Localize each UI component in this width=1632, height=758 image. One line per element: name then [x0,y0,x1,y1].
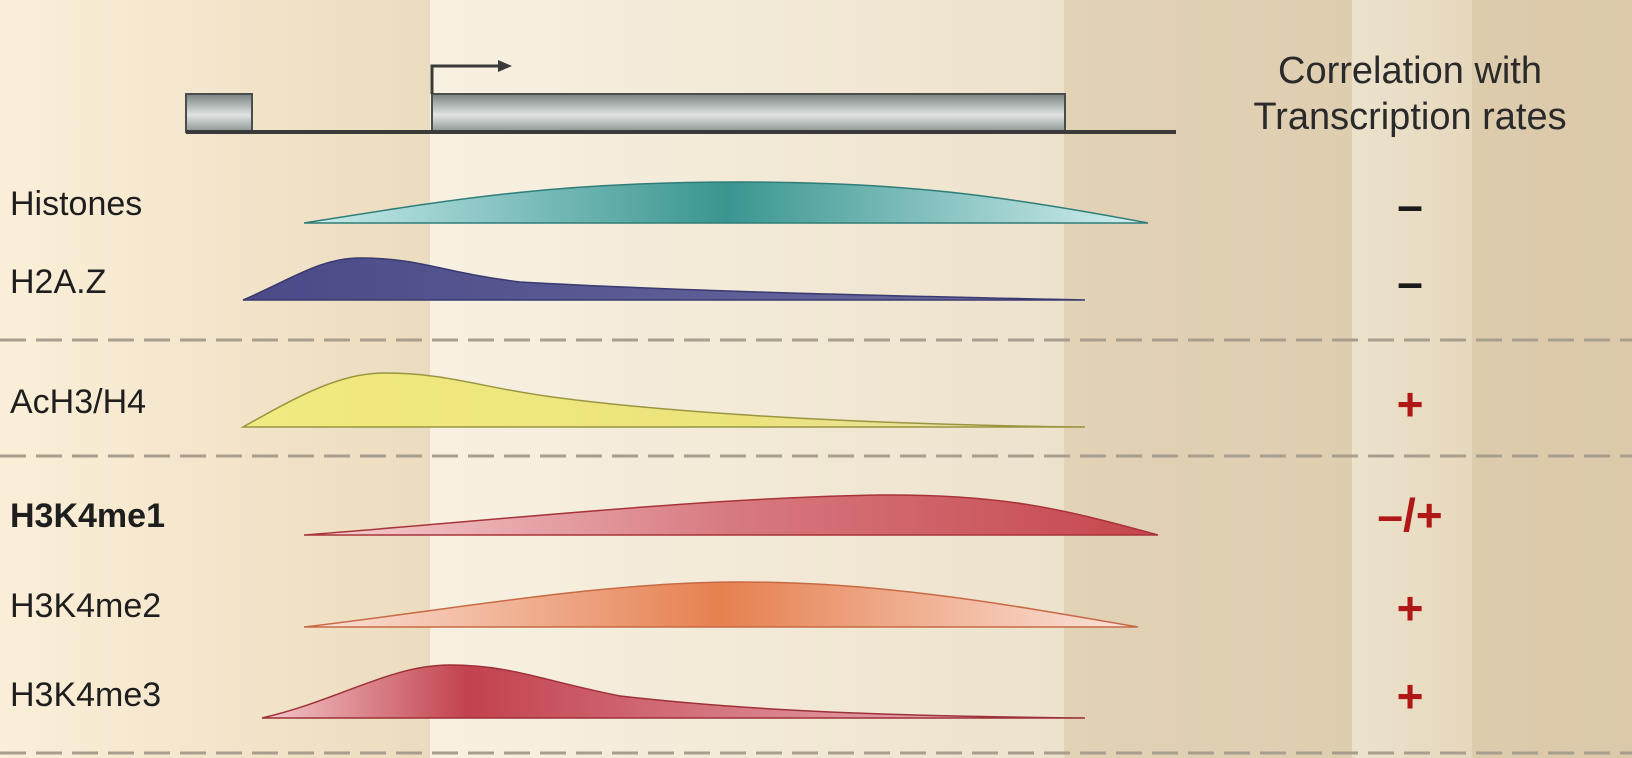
row-label-ach3h4: AcH3/H4 [10,383,146,421]
row-label-h3k4me3: H3K4me3 [10,676,161,714]
background-right-panel [1064,0,1632,758]
tss-arrow-icon [430,64,500,94]
row-label-h3k4me2: H3K4me2 [10,587,161,625]
row-label-histones: Histones [10,185,142,223]
profile-h3k4me1 [303,494,1159,536]
correlation-header-line2: Transcription rates [1253,96,1566,138]
row-label-h2az: H2A.Z [10,263,106,301]
row-histones: Histones – [10,179,1423,231]
upstream-exon [185,93,253,133]
sign-histones: – [1397,179,1423,231]
row-h3k4me3: H3K4me3 + [10,664,1424,722]
row-h3k4me2: H3K4me2 + [10,581,1424,634]
gene-model [185,60,1176,134]
profile-ach3h4 [240,372,1086,428]
row-label-h3k4me1: H3K4me1 [10,497,165,535]
gene-body-exon [431,93,1066,133]
correlation-header-line1: Correlation with [1278,50,1542,92]
profile-h3k4me2 [303,581,1139,628]
sign-h2az: – [1397,256,1423,308]
profile-h2az [242,257,1086,301]
row-h3k4me1: H3K4me1 –/+ [10,489,1443,541]
sign-h3k4me1: –/+ [1377,489,1442,541]
sign-h3k4me3: + [1397,670,1424,722]
row-ach3h4: AcH3/H4 + [10,372,1424,430]
profile-histones [303,181,1149,224]
row-h2az: H2A.Z – [10,256,1423,308]
sign-ach3h4: + [1397,378,1424,430]
profile-h3k4me3 [261,664,1086,719]
tss-arrowhead-icon [498,60,512,72]
background-correlation-column [1352,0,1472,758]
sign-h3k4me2: + [1397,582,1424,634]
